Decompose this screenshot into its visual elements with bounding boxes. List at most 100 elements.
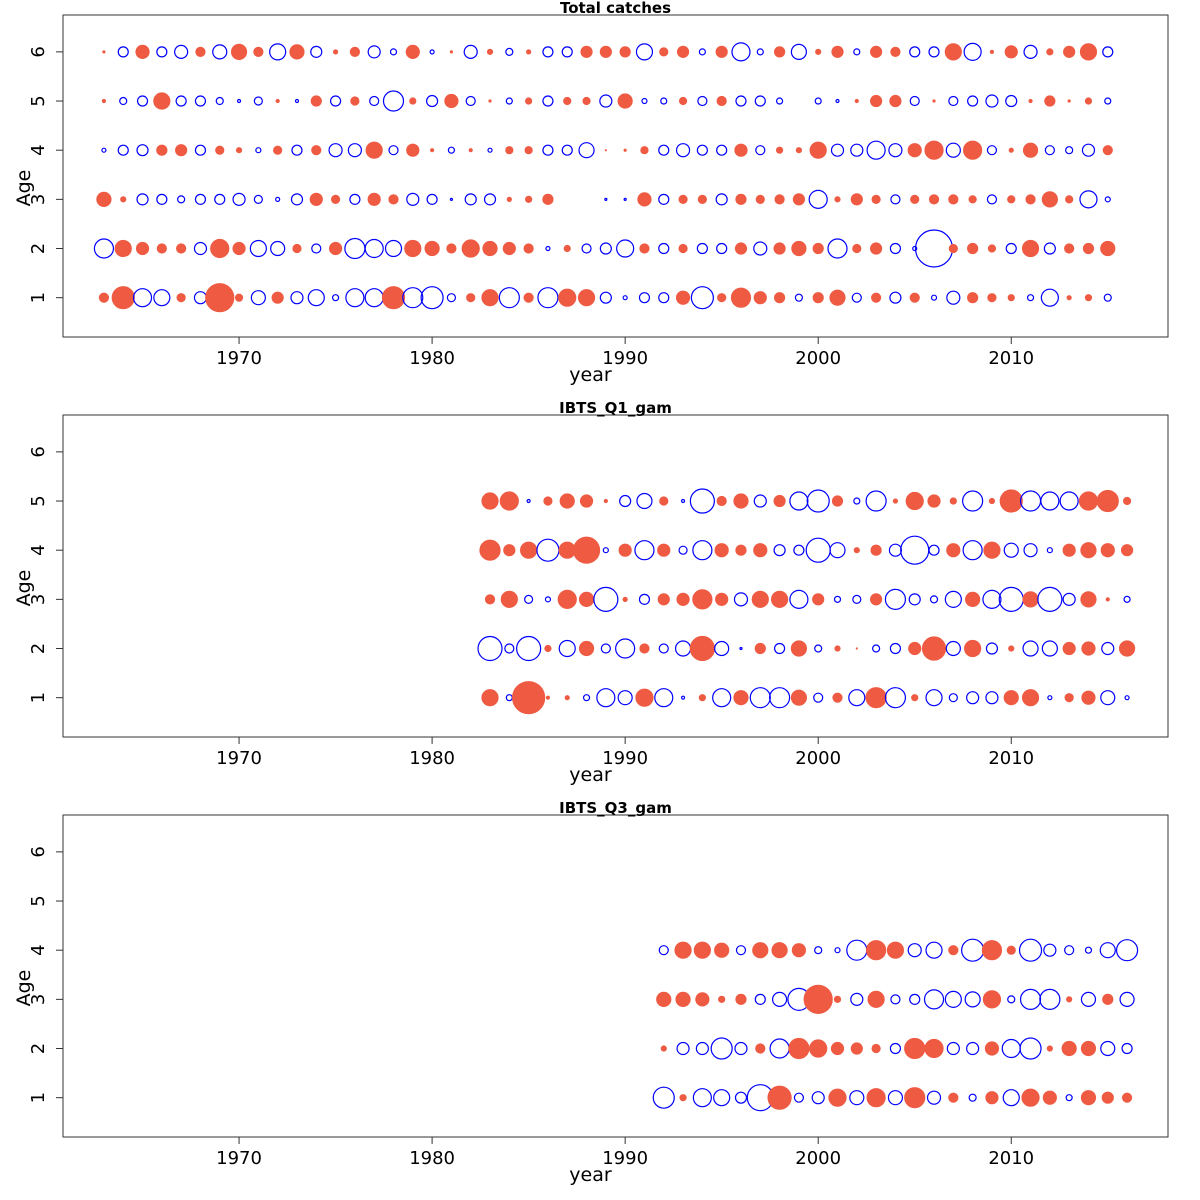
positive-bubble xyxy=(904,1087,926,1109)
positive-bubble xyxy=(639,243,650,254)
positive-bubble xyxy=(870,544,882,556)
negative-bubble xyxy=(545,245,551,252)
positive-bubble xyxy=(984,1041,1000,1056)
negative-bubble xyxy=(769,1038,790,1059)
negative-bubble xyxy=(946,290,961,305)
positive-bubble xyxy=(557,589,577,609)
positive-bubble xyxy=(525,195,533,203)
negative-bubble xyxy=(1039,988,1061,1010)
x-tick-label: 2010 xyxy=(988,1148,1034,1169)
negative-bubble xyxy=(1005,242,1017,255)
negative-bubble xyxy=(674,640,692,657)
negative-bubble xyxy=(465,95,476,107)
positive-bubble xyxy=(870,242,883,255)
positive-bubble xyxy=(639,643,650,654)
negative-bubble xyxy=(963,42,982,61)
positive-bubble xyxy=(1007,294,1015,302)
positive-bubble xyxy=(564,695,570,701)
positive-bubble xyxy=(1080,591,1097,608)
negative-bubble xyxy=(1023,44,1038,59)
positive-bubble xyxy=(1120,544,1134,557)
negative-bubble xyxy=(985,94,999,108)
negative-bubble xyxy=(805,537,831,563)
positive-bubble xyxy=(770,590,789,608)
negative-bubble xyxy=(616,239,635,258)
positive-bubble xyxy=(468,148,473,153)
positive-bubble xyxy=(579,494,594,508)
positive-bubble xyxy=(928,194,940,205)
negative-bubble xyxy=(249,239,267,258)
negative-bubble xyxy=(948,693,958,703)
positive-bubble xyxy=(1062,543,1076,557)
positive-bubble xyxy=(904,1037,926,1060)
y-tick-label: 1 xyxy=(28,292,49,303)
positive-bubble xyxy=(715,45,728,58)
negative-bubble xyxy=(212,44,228,60)
y-tick-label: 5 xyxy=(28,495,49,506)
plot-frame xyxy=(62,414,1169,738)
negative-bubble xyxy=(194,193,207,205)
positive-bubble xyxy=(968,195,977,204)
positive-bubble xyxy=(676,45,690,58)
positive-bubble xyxy=(520,541,538,559)
positive-bubble xyxy=(1042,1090,1057,1105)
negative-bubble xyxy=(794,293,803,302)
negative-bubble xyxy=(290,193,304,206)
positive-bubble xyxy=(558,288,577,307)
negative-bubble xyxy=(1080,991,1097,1007)
positive-bubble xyxy=(578,591,595,607)
negative-bubble xyxy=(907,943,922,958)
negative-bubble xyxy=(789,491,809,511)
negative-bubble xyxy=(985,691,999,705)
positive-bubble xyxy=(1061,1040,1077,1057)
positive-bubble xyxy=(1008,645,1015,652)
positive-bubble xyxy=(367,192,381,206)
negative-bubble xyxy=(464,193,477,206)
positive-bubble xyxy=(544,644,552,653)
negative-bubble xyxy=(119,96,128,106)
negative-bubble xyxy=(420,286,444,310)
positive-bubble xyxy=(1021,1088,1040,1107)
positive-bubble xyxy=(870,45,883,58)
positive-bubble xyxy=(500,590,518,608)
negative-bubble xyxy=(654,688,674,708)
x-tick-label: 1990 xyxy=(602,1148,648,1169)
positive-bubble xyxy=(1078,491,1099,511)
positive-bubble xyxy=(234,293,244,302)
negative-bubble xyxy=(328,143,343,158)
positive-bubble xyxy=(675,290,691,305)
negative-bubble xyxy=(716,242,728,255)
positive-bubble xyxy=(967,242,979,255)
positive-bubble xyxy=(1102,145,1113,156)
x-tick-label: 2010 xyxy=(988,348,1034,369)
positive-bubble xyxy=(1004,45,1018,59)
y-tick-label: 1 xyxy=(28,692,49,703)
negative-bubble xyxy=(946,1041,960,1056)
negative-bubble xyxy=(345,288,365,308)
negative-bubble xyxy=(912,245,918,252)
x-tick-label: 2000 xyxy=(795,348,841,369)
negative-bubble xyxy=(890,994,901,1005)
positive-bubble xyxy=(753,543,768,558)
positive-bubble xyxy=(1062,641,1076,656)
positive-bubble xyxy=(622,596,628,602)
negative-bubble xyxy=(449,197,454,201)
negative-bubble xyxy=(406,192,420,206)
positive-bubble xyxy=(499,491,519,511)
positive-bubble xyxy=(889,94,902,108)
negative-bubble xyxy=(388,145,399,156)
negative-bubble xyxy=(1001,1038,1021,1059)
positive-bubble xyxy=(486,48,494,55)
positive-bubble xyxy=(176,243,187,254)
positive-bubble xyxy=(215,145,225,155)
positive-bubble xyxy=(944,43,962,61)
negative-bubble xyxy=(1003,542,1019,558)
positive-bubble xyxy=(210,238,230,259)
negative-bubble xyxy=(948,95,959,107)
positive-bubble xyxy=(309,192,323,206)
positive-bubble xyxy=(791,943,806,958)
positive-bubble xyxy=(657,593,670,606)
negative-bubble xyxy=(676,1041,690,1056)
negative-bubble xyxy=(582,694,591,702)
y-tick-label: 2 xyxy=(28,243,49,254)
